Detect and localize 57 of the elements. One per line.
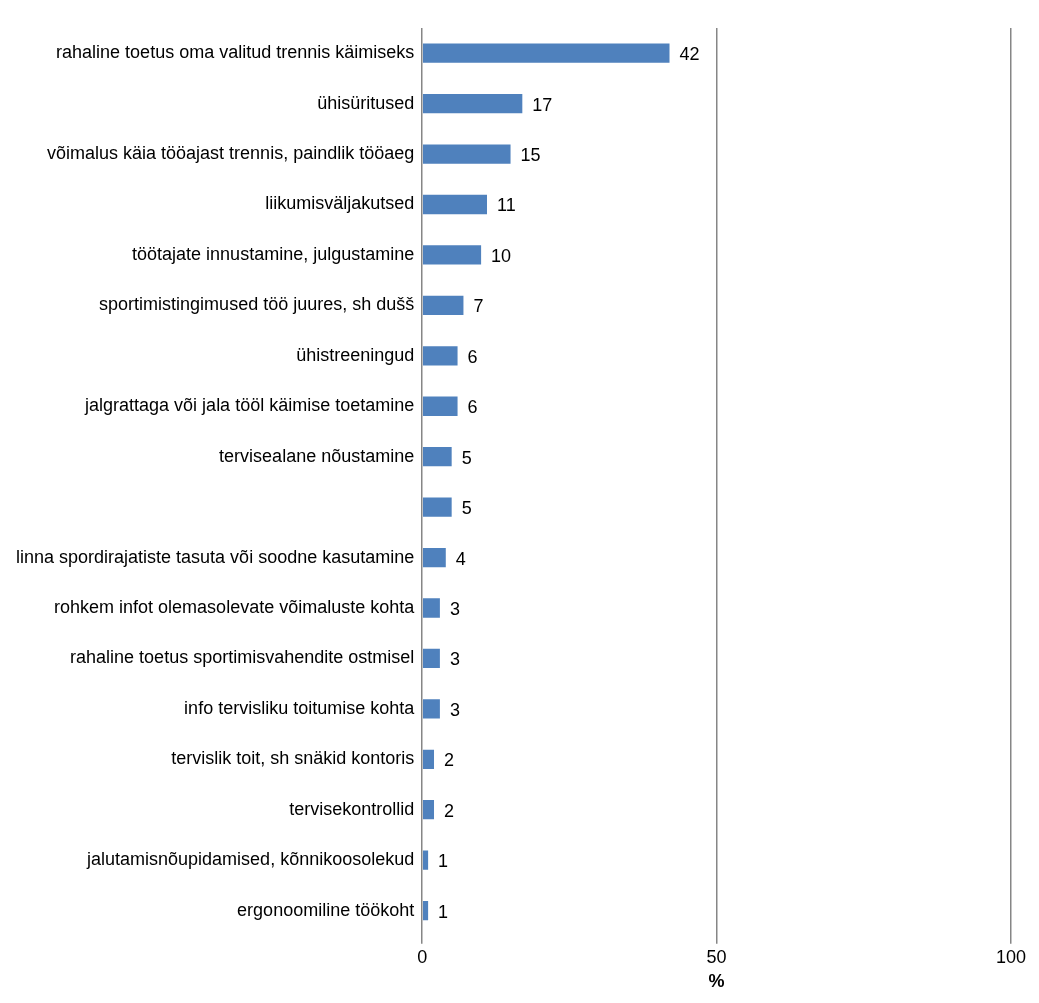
y-tick-label: linna spordirajatiste tasuta või soodne kasutamine bbox=[16, 546, 415, 567]
data-label: 6 bbox=[467, 397, 478, 418]
data-label: 1 bbox=[438, 851, 449, 872]
bar bbox=[422, 396, 458, 416]
data-label: 1 bbox=[438, 901, 449, 922]
data-label: 3 bbox=[449, 649, 460, 670]
bar bbox=[422, 598, 440, 618]
bar bbox=[422, 194, 487, 215]
bar bbox=[422, 800, 435, 820]
bar bbox=[422, 295, 464, 316]
x-tick-label: 100 bbox=[995, 946, 1027, 967]
y-tick-label: tervisealane nõustamine bbox=[219, 445, 415, 466]
y-tick-label: tervisekontrollid bbox=[289, 798, 415, 819]
y-tick-label: ühistreeningud bbox=[296, 344, 415, 365]
data-label: 11 bbox=[497, 195, 516, 216]
data-label: 2 bbox=[444, 750, 455, 771]
data-label: 3 bbox=[449, 598, 460, 619]
y-tick-label: töötajate innustamine, julgustamine bbox=[132, 243, 415, 264]
data-label: 15 bbox=[520, 145, 541, 166]
data-label: 4 bbox=[455, 548, 466, 569]
bar bbox=[422, 346, 458, 366]
y-tick-label: jalutamisnõupidamised, kõnnikoosolekud bbox=[86, 849, 415, 870]
bar bbox=[422, 900, 429, 921]
y-tick-label: info tervisliku toitumise kohta bbox=[184, 697, 416, 718]
bar bbox=[422, 699, 440, 719]
data-label: 10 bbox=[491, 245, 512, 266]
bar bbox=[422, 749, 435, 769]
y-tick-label: võimalus käia tööajast trennis, paindlik tööaeg bbox=[47, 143, 415, 164]
x-axis-title: % bbox=[708, 971, 725, 992]
data-label: 3 bbox=[449, 699, 460, 720]
bar bbox=[422, 245, 482, 265]
y-tick-label: jalgrattaga või jala tööl käimise toetamine bbox=[84, 395, 415, 416]
y-tick-label: tervislik toit, sh snäkid kontoris bbox=[171, 748, 415, 769]
bar bbox=[422, 43, 670, 63]
bar bbox=[422, 547, 446, 568]
bar bbox=[422, 648, 440, 669]
data-label: 17 bbox=[532, 94, 553, 115]
y-tick-label: ergonoomiline töökoht bbox=[237, 899, 415, 920]
bar bbox=[422, 447, 452, 467]
data-label: 5 bbox=[461, 447, 472, 468]
y-tick-label: liikumisväljakutsed bbox=[265, 193, 415, 214]
bar bbox=[422, 497, 452, 517]
bar bbox=[422, 144, 511, 164]
y-tick-label: sportimistingimused töö juures, sh dušš bbox=[99, 294, 415, 315]
data-label: 2 bbox=[444, 800, 455, 821]
data-label: 5 bbox=[461, 498, 472, 519]
y-tick-label: rahaline toetus oma valitud trennis käimiseks bbox=[56, 42, 415, 63]
data-label: 7 bbox=[473, 296, 484, 317]
x-tick-label: 0 bbox=[417, 946, 428, 967]
data-label: 42 bbox=[679, 44, 700, 65]
y-tick-label: ühisüritused bbox=[317, 92, 415, 113]
bar bbox=[422, 850, 429, 870]
bar bbox=[422, 94, 523, 114]
y-tick-label: rohkem infot olemasolevate võimaluste kohta bbox=[54, 596, 416, 617]
data-label: 6 bbox=[467, 346, 478, 367]
x-tick-label: 50 bbox=[706, 946, 727, 967]
y-tick-label: rahaline toetus sportimisvahendite ostmisel bbox=[70, 647, 415, 668]
